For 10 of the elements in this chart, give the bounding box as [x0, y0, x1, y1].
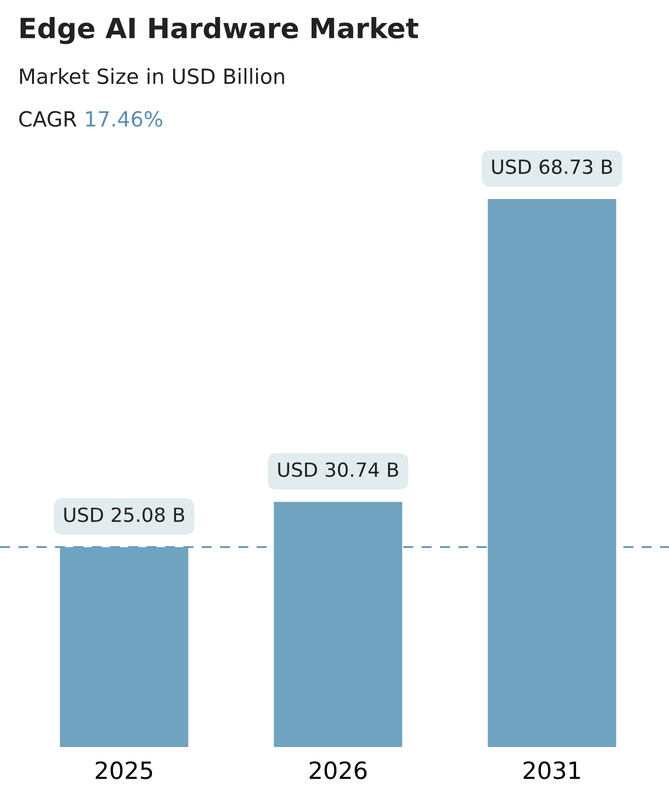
data-label: USD 68.73 B	[492, 159, 612, 174]
x-tick-label: 2026	[310, 761, 367, 780]
text: CAGR	[19, 111, 77, 127]
x-tick-label: 2031	[524, 761, 580, 780]
data-label: USD 30.74 B	[278, 462, 398, 478]
data-label: USD 25.08 B	[64, 507, 184, 522]
x-tick-label: 2025	[96, 761, 152, 780]
chart-subtitle: Market Size in USD Billion	[20, 68, 284, 84]
text: 17.46%	[86, 111, 162, 127]
chart-title: Edge AI Hardware Market	[20, 17, 418, 44]
